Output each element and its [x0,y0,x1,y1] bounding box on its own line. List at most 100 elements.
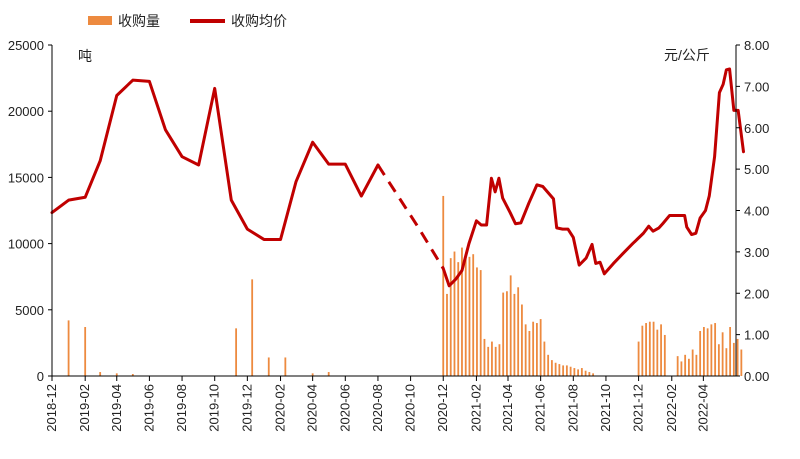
right-tick-label: 7.00 [744,79,769,94]
bar [521,304,523,376]
bar [558,364,561,376]
bar [660,324,662,376]
left-tick-label: 15000 [8,170,44,185]
right-tick-label: 1.00 [744,328,769,343]
bar [235,328,238,376]
bar [476,267,478,376]
right-tick-label: 3.00 [744,245,769,260]
bar [442,195,445,376]
bar [562,365,565,376]
bar [645,323,647,376]
left-tick-label: 25000 [8,38,44,53]
x-tick-label: 2021-12 [631,384,646,432]
bar [498,344,501,376]
bar [479,270,482,376]
bar [284,357,287,376]
bar [577,369,580,376]
left-tick-label: 5000 [15,303,44,318]
x-tick-label: 2020-12 [435,384,450,432]
bar [513,293,516,376]
bar [524,324,527,376]
right-axis-unit: 元/公斤 [664,47,710,63]
bar [487,346,490,376]
bar [729,327,732,376]
x-axis-ticks: 2018-12 2019-02 2019-04 2019-06 2019-08 2019-… [44,376,710,432]
bar [547,354,550,376]
bar [446,293,448,376]
bar [721,332,724,376]
price-line-dashed-segment [376,164,445,270]
bar-series [67,195,743,376]
bar [680,361,683,376]
legend-bar-swatch [88,16,112,25]
bar [528,330,531,376]
bar [691,349,694,376]
x-tick-label: 2022-02 [664,384,679,432]
x-tick-label: 2020-10 [403,384,418,432]
legend: 收购量 收购均价 [88,13,287,29]
bar [483,338,486,376]
line-series [50,67,745,288]
x-tick-label: 2021-02 [468,384,483,432]
bar [663,334,666,376]
bar [539,319,542,376]
right-tick-label: 2.00 [744,286,769,301]
bar [702,327,705,376]
x-tick-label: 2018-12 [44,384,59,432]
bar [554,362,557,376]
left-axis-ticks: 0 5000 10000 15000 20000 25000 [8,38,52,384]
bar [67,320,70,376]
left-tick-label: 20000 [8,104,44,119]
legend-line-label: 收购均价 [231,13,287,29]
bar [676,356,679,376]
x-tick-label: 2020-08 [370,384,385,432]
bar [251,279,254,376]
bar [453,251,456,376]
bar [99,372,102,376]
bar [637,341,640,376]
bar [84,327,87,376]
right-tick-label: 4.00 [744,204,769,219]
bar [706,328,709,376]
bar [580,368,583,376]
x-tick-label: 2021-08 [565,384,580,432]
bar [115,373,118,376]
bar [536,323,538,376]
bar [517,287,520,376]
bar [588,372,591,376]
right-tick-label: 6.00 [744,121,769,136]
bar [491,341,493,376]
x-tick-label: 2019-06 [141,384,156,432]
x-tick-label: 2019-10 [207,384,222,432]
x-tick-label: 2019-02 [77,384,92,432]
bar [684,354,687,376]
bar [311,373,314,376]
bar [688,358,690,376]
legend-bar-label: 收购量 [118,13,160,29]
price-line-segment [441,67,745,288]
bar [131,374,134,376]
bar [464,258,467,376]
bar [695,354,698,376]
bar [494,346,497,376]
bar [565,365,568,376]
bar [710,324,713,376]
bar [449,258,452,376]
bar [641,325,644,376]
bar [648,321,651,376]
bar [714,323,717,376]
bar [472,254,475,376]
x-tick-label: 2021-06 [533,384,548,432]
bar [592,373,594,376]
bar [543,341,546,376]
right-tick-label: 5.00 [744,162,769,177]
bar [732,342,735,376]
x-tick-label: 2020-02 [273,384,288,432]
bar [717,344,720,376]
bar [461,247,463,376]
right-axis-ticks: 0.00 1.00 2.00 3.00 4.00 5.00 6.00 7.00 8.00 [736,38,769,384]
bar [550,360,553,376]
x-tick-label: 2019-12 [239,384,254,432]
bar [468,256,471,376]
